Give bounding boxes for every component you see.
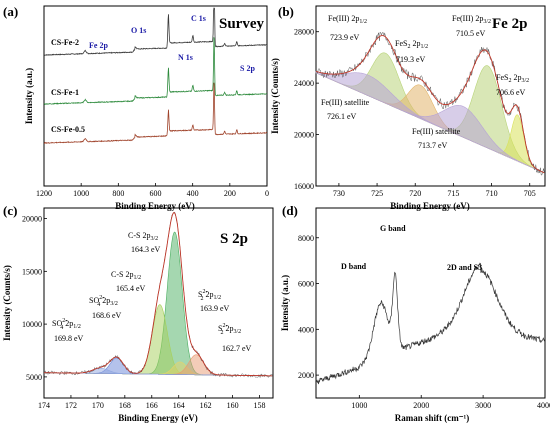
survey-series-line xyxy=(43,37,268,105)
fe-label-fes2-2p32: FeS2 2p3/2 xyxy=(496,73,529,84)
panel-b-xlabel: Binding Energy (eV) xyxy=(390,201,470,211)
panel-d-xtick-label: 3000 xyxy=(475,401,491,410)
panel-d-xtick-label: 4000 xyxy=(537,401,550,410)
panel-d-xtick-label: 2000 xyxy=(413,401,429,410)
panel-d-ytick-label: 8000 xyxy=(298,234,314,243)
panel-c-xlabel: Binding Energy (eV) xyxy=(118,413,198,423)
panel-d-ylabel: Intensity (a.u.) xyxy=(280,275,290,331)
fe-label-fes2-2p12: FeS2 2p1/2 xyxy=(395,39,428,50)
panel-d-xtick-label: 1000 xyxy=(351,401,367,410)
survey-series-line xyxy=(43,7,268,57)
panel-b-xtick-label: 715 xyxy=(447,189,459,198)
band-label-d: D band xyxy=(341,262,367,271)
s-component-peak xyxy=(44,367,273,377)
panel-c: (c) S 2p 174 172 170 168 166 164 162 160 158 500… xyxy=(2,203,274,423)
panel-a-xtick-label: 800 xyxy=(112,189,124,198)
panel-c-ytick-label: 10000 xyxy=(22,320,42,329)
fe-label-satellite-2: Fe(III) satellite xyxy=(412,127,461,136)
fe-value-satellite-2: 713.7 eV xyxy=(418,141,448,150)
panel-d-tag: (d) xyxy=(282,203,298,218)
panel-c-xtick-label: 174 xyxy=(38,401,50,410)
s-value-cs-2p12: 165.4 eV xyxy=(116,284,146,293)
panel-a-tag: (a) xyxy=(3,4,18,19)
s-fit-envelope xyxy=(44,212,273,377)
series-label-cs-fe-2: CS-Fe-2 xyxy=(51,38,79,47)
panel-a-xtick-label: 1200 xyxy=(36,189,52,198)
panel-a: (a) Survey 1200 1000 800 600 400 200 0 Binding… xyxy=(3,4,269,211)
panel-b-xtick-label: 725 xyxy=(371,189,383,198)
panel-b-ylabel: Intensity (Counts/s) xyxy=(270,58,280,134)
s-value-s22-2p12: 163.9 eV xyxy=(200,304,230,313)
series-label-cs-fe-1: CS-Fe-1 xyxy=(51,88,79,97)
panel-c-ytick-label: 5000 xyxy=(26,373,42,382)
band-label-g: G band xyxy=(380,224,406,233)
s-value-cs-2p32: 164.3 eV xyxy=(131,245,161,254)
panel-b-ytick-label: 16000 xyxy=(294,182,314,191)
panel-c-xtick-label: 172 xyxy=(65,401,77,410)
panel-c-xtick-label: 158 xyxy=(254,401,266,410)
panel-b-ytick-label: 24000 xyxy=(294,79,314,88)
fe-value-satellite-1: 726.1 eV xyxy=(327,112,357,121)
panel-b: (b) Fe 2p 730 725 720 715 710 705 16000 20000 2… xyxy=(270,4,546,211)
panel-d-ytick-label: 2000 xyxy=(298,371,314,380)
panel-c-ytick-label: 15000 xyxy=(22,267,42,276)
s-value-s22-2p32: 162.7 eV xyxy=(222,344,252,353)
panel-a-xtick-label: 600 xyxy=(150,189,162,198)
panel-c-tag: (c) xyxy=(3,203,17,218)
peak-label-s-2p: S 2p xyxy=(240,64,255,73)
panel-a-xtick-label: 1000 xyxy=(73,189,89,198)
panel-d-ytick-label: 6000 xyxy=(298,280,314,289)
panel-a-xtick-label: 200 xyxy=(224,189,236,198)
panel-a-ylabel: Intensity (a.u.) xyxy=(24,68,34,124)
panel-c-title: S 2p xyxy=(220,231,248,247)
panel-d: (d) 1000 2000 3000 4000 2000 4000 6000 8000 Ra… xyxy=(280,203,550,423)
peak-label-o-1s: O 1s xyxy=(131,26,146,35)
panel-a-title: Survey xyxy=(219,16,265,32)
s-value-so4-2p32: 168.6 eV xyxy=(92,311,122,320)
panel-c-xtick-label: 160 xyxy=(227,401,239,410)
panel-c-ytick-label: 20000 xyxy=(22,215,42,224)
s-value-so4-2p12: 169.8 eV xyxy=(54,334,84,343)
panel-b-xtick-label: 710 xyxy=(486,189,498,198)
panel-c-xtick-label: 162 xyxy=(200,401,212,410)
panel-c-xtick-label: 170 xyxy=(92,401,104,410)
panel-c-xtick-label: 166 xyxy=(146,401,158,410)
panel-a-xtick-label: 400 xyxy=(187,189,199,198)
panel-a-xlabel: Binding Energy (eV) xyxy=(115,201,195,211)
panel-d-ytick-label: 4000 xyxy=(298,325,314,334)
band-label-2d-s3: 2D and S3 xyxy=(447,263,482,272)
panel-b-title: Fe 2p xyxy=(492,16,527,32)
fe-label-feiii-2p12: Fe(III) 2p1/2 xyxy=(328,14,367,25)
panel-b-tag: (b) xyxy=(278,4,294,19)
panel-c-xtick-label: 168 xyxy=(119,401,131,410)
fe-fit-envelope xyxy=(315,35,545,174)
panel-b-ytick-label: 20000 xyxy=(294,131,314,140)
peak-label-fe-2p: Fe 2p xyxy=(89,41,108,50)
panel-c-xtick-label: 164 xyxy=(173,401,185,410)
panel-c-ylabel: Intensity (Counts/s) xyxy=(2,265,12,341)
fe-value-fes2-2p12: 719.3 eV xyxy=(396,55,426,64)
s-label-cs-2p12: C-S 2p1/2 xyxy=(111,270,141,281)
survey-series-line xyxy=(43,82,267,144)
panel-b-xtick-label: 705 xyxy=(524,189,536,198)
peak-label-n-1s: N 1s xyxy=(178,53,193,62)
panel-d-xlabel: Raman shift (cm⁻¹) xyxy=(395,413,469,423)
fe-value-feiii-2p32: 710.5 eV xyxy=(456,29,486,38)
fe-value-fes2-2p32: 706.6 eV xyxy=(496,88,526,97)
panel-b-xtick-label: 730 xyxy=(333,189,345,198)
panel-b-xtick-label: 720 xyxy=(409,189,421,198)
fe-label-feiii-2p32: Fe(III) 2p3/2 xyxy=(452,14,491,25)
fe-value-feiii-2p12: 723.9 eV xyxy=(330,33,360,42)
raman-spectrum xyxy=(315,262,545,385)
panel-a-xtick-label: 0 xyxy=(265,189,269,198)
s-label-cs-2p32: C-S 2p3/2 xyxy=(128,231,158,242)
peak-label-c-1s: C 1s xyxy=(191,14,206,23)
panel-b-ytick-label: 28000 xyxy=(294,28,314,37)
fe-label-satellite-1: Fe(III) satellite xyxy=(321,98,370,107)
series-label-cs-fe-0-5: CS-Fe-0.5 xyxy=(51,125,85,134)
